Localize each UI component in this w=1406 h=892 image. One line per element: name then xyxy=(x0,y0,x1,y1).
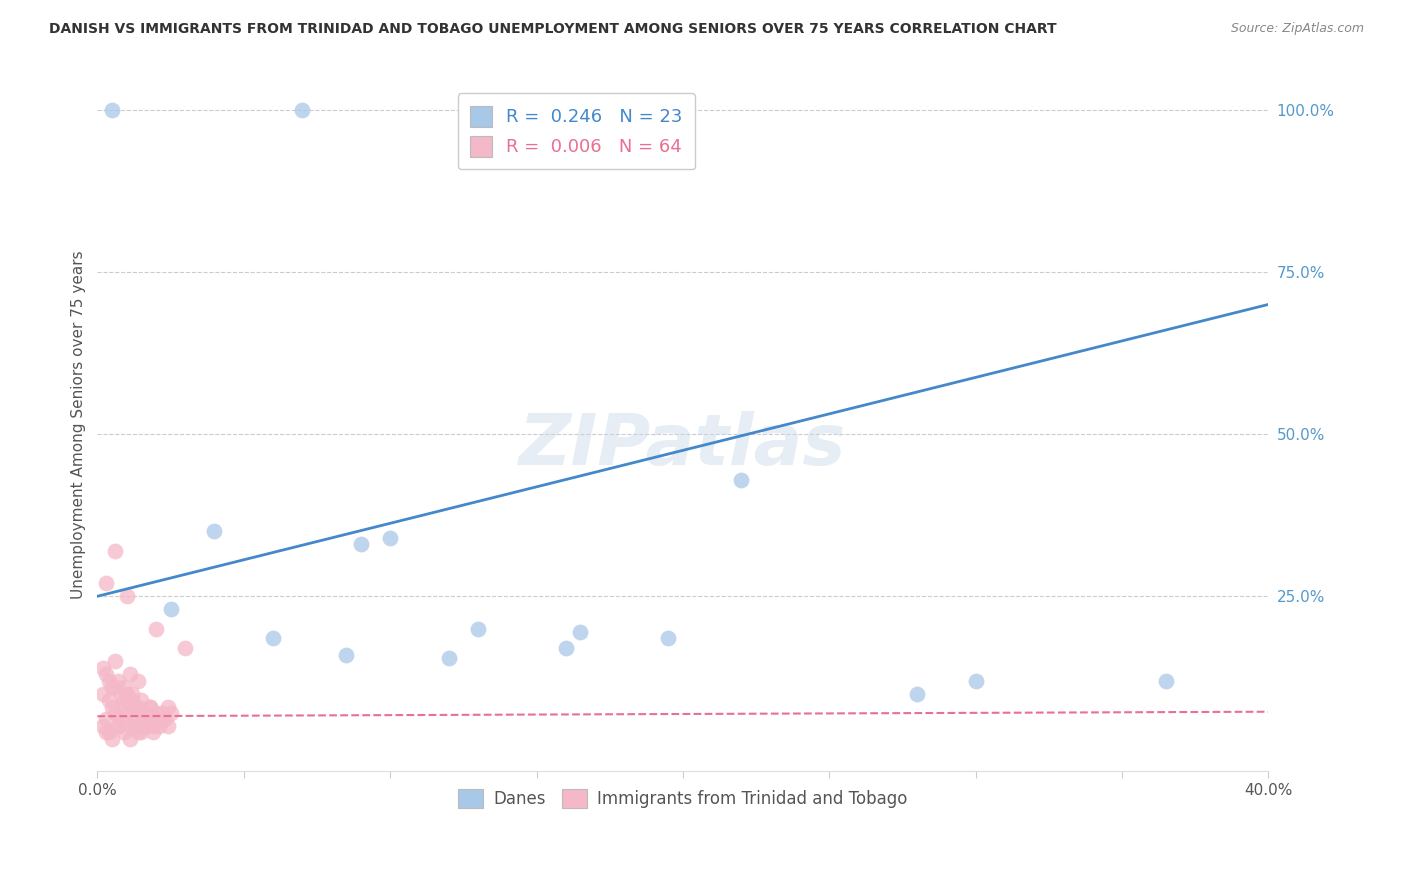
Point xyxy=(129,706,152,720)
Point xyxy=(112,725,135,739)
Point xyxy=(110,713,132,727)
Text: ZIPatlas: ZIPatlas xyxy=(519,410,846,480)
Point xyxy=(110,687,132,701)
Point xyxy=(115,687,138,701)
Point xyxy=(335,648,357,662)
Point xyxy=(134,719,156,733)
Point xyxy=(112,680,135,694)
Point xyxy=(554,641,576,656)
Point xyxy=(115,706,138,720)
Point xyxy=(262,632,284,646)
Point xyxy=(118,719,141,733)
Point xyxy=(142,725,165,739)
Point xyxy=(94,667,117,681)
Point xyxy=(378,531,401,545)
Point xyxy=(104,706,127,720)
Point xyxy=(94,576,117,591)
Point xyxy=(134,706,156,720)
Point xyxy=(98,673,121,688)
Point xyxy=(730,473,752,487)
Point xyxy=(107,719,129,733)
Legend: Danes, Immigrants from Trinidad and Tobago: Danes, Immigrants from Trinidad and Toba… xyxy=(451,782,914,815)
Point xyxy=(174,641,197,656)
Point xyxy=(94,725,117,739)
Point xyxy=(127,673,149,688)
Point xyxy=(291,103,314,117)
Point xyxy=(1154,673,1177,688)
Point xyxy=(159,602,181,616)
Point xyxy=(905,687,928,701)
Point xyxy=(965,673,987,688)
Point xyxy=(118,667,141,681)
Point xyxy=(156,699,179,714)
Point xyxy=(91,687,114,701)
Point xyxy=(583,103,606,117)
Point xyxy=(129,693,152,707)
Point xyxy=(159,706,181,720)
Point xyxy=(150,713,173,727)
Point xyxy=(136,713,159,727)
Point xyxy=(136,713,159,727)
Point xyxy=(613,103,636,117)
Point xyxy=(142,719,165,733)
Point xyxy=(104,544,127,558)
Point xyxy=(145,713,167,727)
Point xyxy=(139,699,162,714)
Point xyxy=(148,719,170,733)
Point xyxy=(127,699,149,714)
Text: Source: ZipAtlas.com: Source: ZipAtlas.com xyxy=(1230,22,1364,36)
Point xyxy=(110,699,132,714)
Point xyxy=(569,103,592,117)
Text: DANISH VS IMMIGRANTS FROM TRINIDAD AND TOBAGO UNEMPLOYMENT AMONG SENIORS OVER 75: DANISH VS IMMIGRANTS FROM TRINIDAD AND T… xyxy=(49,22,1057,37)
Point xyxy=(540,103,562,117)
Point xyxy=(496,103,519,117)
Point xyxy=(127,725,149,739)
Point xyxy=(94,713,117,727)
Point xyxy=(112,693,135,707)
Y-axis label: Unemployment Among Seniors over 75 years: Unemployment Among Seniors over 75 years xyxy=(72,250,86,599)
Point xyxy=(107,719,129,733)
Point xyxy=(107,673,129,688)
Point xyxy=(145,622,167,636)
Point xyxy=(121,699,143,714)
Point xyxy=(98,725,121,739)
Point xyxy=(91,719,114,733)
Point xyxy=(657,632,679,646)
Point xyxy=(150,706,173,720)
Point xyxy=(350,537,373,551)
Point xyxy=(467,622,489,636)
Point xyxy=(124,719,146,733)
Point xyxy=(124,699,146,714)
Point xyxy=(115,589,138,603)
Point xyxy=(437,651,460,665)
Point xyxy=(124,713,146,727)
Point xyxy=(104,654,127,668)
Point xyxy=(115,693,138,707)
Point xyxy=(145,706,167,720)
Point xyxy=(139,699,162,714)
Point xyxy=(204,524,226,539)
Point xyxy=(129,725,152,739)
Point xyxy=(569,624,592,639)
Point xyxy=(481,103,503,117)
Point xyxy=(98,693,121,707)
Point xyxy=(91,660,114,674)
Point xyxy=(101,103,124,117)
Point xyxy=(101,699,124,714)
Point xyxy=(153,713,176,727)
Point xyxy=(121,687,143,701)
Point xyxy=(101,731,124,746)
Point xyxy=(104,680,127,694)
Point xyxy=(156,719,179,733)
Point xyxy=(101,680,124,694)
Point xyxy=(118,731,141,746)
Point xyxy=(121,693,143,707)
